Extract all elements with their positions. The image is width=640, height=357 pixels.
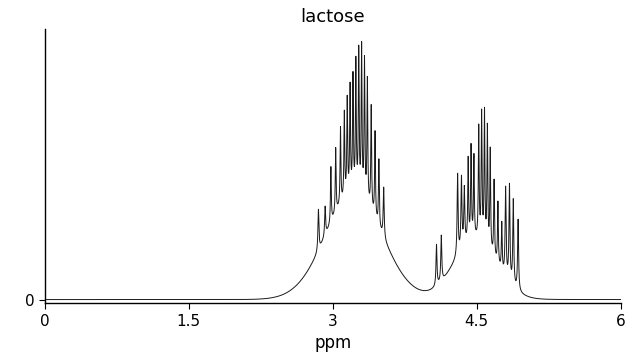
Title: lactose: lactose [301,7,365,26]
X-axis label: ppm: ppm [314,335,351,352]
